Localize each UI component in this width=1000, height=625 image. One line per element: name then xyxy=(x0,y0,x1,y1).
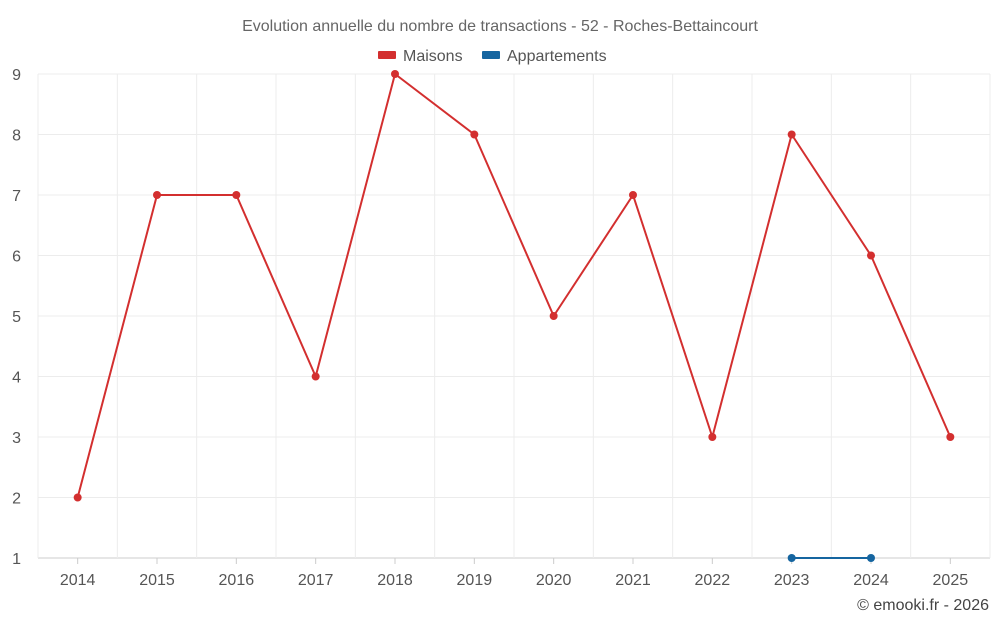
plot-area xyxy=(73,70,955,562)
legend-item-maisons[interactable]: Maisons xyxy=(378,48,463,65)
x-tick-label: 2017 xyxy=(298,572,334,589)
chart-title: Evolution annuelle du nombre de transact… xyxy=(242,18,758,35)
legend-swatch-appartements xyxy=(482,51,500,59)
y-tick-label: 4 xyxy=(12,370,21,387)
x-tick-label: 2021 xyxy=(615,572,651,589)
x-tick-label: 2024 xyxy=(853,572,889,589)
x-tick-label: 2019 xyxy=(457,572,493,589)
y-tick-label: 7 xyxy=(12,188,21,205)
y-tick-label: 8 xyxy=(12,128,21,145)
legend-item-appartements[interactable]: Appartements xyxy=(482,48,607,65)
y-tick-label: 1 xyxy=(12,551,21,568)
data-point-maisons[interactable] xyxy=(867,251,875,260)
y-tick-label: 3 xyxy=(12,430,21,447)
y-tick-label: 6 xyxy=(12,249,21,266)
legend-label-appartements: Appartements xyxy=(507,48,607,65)
grid xyxy=(37,73,991,559)
data-point-maisons[interactable] xyxy=(311,372,320,381)
legend: Maisons Appartements xyxy=(378,48,607,65)
x-tick-label: 2025 xyxy=(933,572,969,589)
data-point-maisons[interactable] xyxy=(153,191,161,199)
x-tick-label: 2020 xyxy=(536,572,572,589)
y-tick-label: 2 xyxy=(12,491,21,508)
data-point-maisons[interactable] xyxy=(470,130,479,139)
x-tick-label: 2018 xyxy=(377,572,413,589)
data-point-maisons[interactable] xyxy=(549,312,558,320)
x-axis: 2014 2015 2016 2017 2018 2019 2020 2021 2022 2023… xyxy=(60,558,968,589)
legend-swatch-maisons xyxy=(378,51,396,59)
data-point-maisons[interactable] xyxy=(629,191,637,199)
y-axis: 1 2 3 4 5 6 7 8 9 xyxy=(12,67,21,568)
data-point-maisons[interactable] xyxy=(73,493,82,502)
y-tick-label: 9 xyxy=(12,67,21,84)
data-point-maisons[interactable] xyxy=(787,130,796,139)
x-tick-label: 2022 xyxy=(695,572,731,589)
legend-label-maisons: Maisons xyxy=(403,48,463,65)
y-tick-label: 5 xyxy=(12,309,21,326)
x-tick-label: 2015 xyxy=(139,572,175,589)
x-tick-label: 2023 xyxy=(774,572,810,589)
x-tick-label: 2014 xyxy=(60,572,96,589)
series-line-maisons xyxy=(76,73,952,498)
data-point-maisons[interactable] xyxy=(391,70,399,78)
data-point-maisons[interactable] xyxy=(946,433,955,441)
data-point-appartements[interactable] xyxy=(787,554,796,562)
data-point-maisons[interactable] xyxy=(232,191,241,199)
credit-text: © emooki.fr - 2026 xyxy=(857,597,989,614)
x-tick-label: 2016 xyxy=(219,572,255,589)
data-point-maisons[interactable] xyxy=(708,433,717,441)
data-point-appartements[interactable] xyxy=(867,554,875,562)
